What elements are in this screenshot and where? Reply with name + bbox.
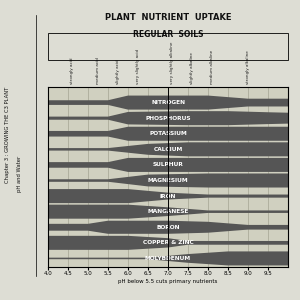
Text: PHOSPHORUS: PHOSPHORUS <box>145 116 191 121</box>
Polygon shape <box>48 189 288 203</box>
Text: MANGANESE: MANGANESE <box>147 209 189 214</box>
Polygon shape <box>48 111 288 125</box>
Text: PLANT  NUTRIENT  UPTAKE: PLANT NUTRIENT UPTAKE <box>105 14 231 22</box>
Text: BORON: BORON <box>156 225 180 230</box>
Polygon shape <box>48 96 288 110</box>
Text: strongly acid: strongly acid <box>70 58 74 84</box>
Text: COPPER & ZINC: COPPER & ZINC <box>142 240 194 245</box>
X-axis label: pH below 5.5 cuts primary nutrients: pH below 5.5 cuts primary nutrients <box>118 279 218 284</box>
Text: medium alkaline: medium alkaline <box>210 50 214 84</box>
Polygon shape <box>48 236 288 250</box>
Text: MOLYBDENUM: MOLYBDENUM <box>145 256 191 261</box>
Text: MAGNESIUM: MAGNESIUM <box>148 178 188 183</box>
Polygon shape <box>48 173 288 188</box>
Polygon shape <box>48 158 288 172</box>
Polygon shape <box>48 221 288 234</box>
Text: medium acid: medium acid <box>96 57 100 84</box>
Text: POTASSIUM: POTASSIUM <box>149 131 187 136</box>
Text: very slightly alkaline: very slightly alkaline <box>170 42 174 84</box>
Polygon shape <box>48 205 288 219</box>
Text: very slightly acid: very slightly acid <box>136 49 140 84</box>
Text: Chapter 3 : GROWING THE C3 PLANT: Chapter 3 : GROWING THE C3 PLANT <box>5 87 10 183</box>
Text: strongly alkaline: strongly alkaline <box>246 50 250 84</box>
Polygon shape <box>48 251 288 266</box>
Text: slightly alkaline: slightly alkaline <box>190 52 194 84</box>
Text: NITROGEN: NITROGEN <box>151 100 185 105</box>
Polygon shape <box>48 127 288 141</box>
Text: REGULAR  SOILS: REGULAR SOILS <box>133 30 203 39</box>
Text: pH and Water: pH and Water <box>17 156 22 192</box>
Text: IRON: IRON <box>160 194 176 199</box>
Text: slightly acid: slightly acid <box>116 59 120 84</box>
Polygon shape <box>48 142 288 156</box>
Text: CALCIUM: CALCIUM <box>153 147 183 152</box>
Text: SULPHUR: SULPHUR <box>153 162 183 167</box>
